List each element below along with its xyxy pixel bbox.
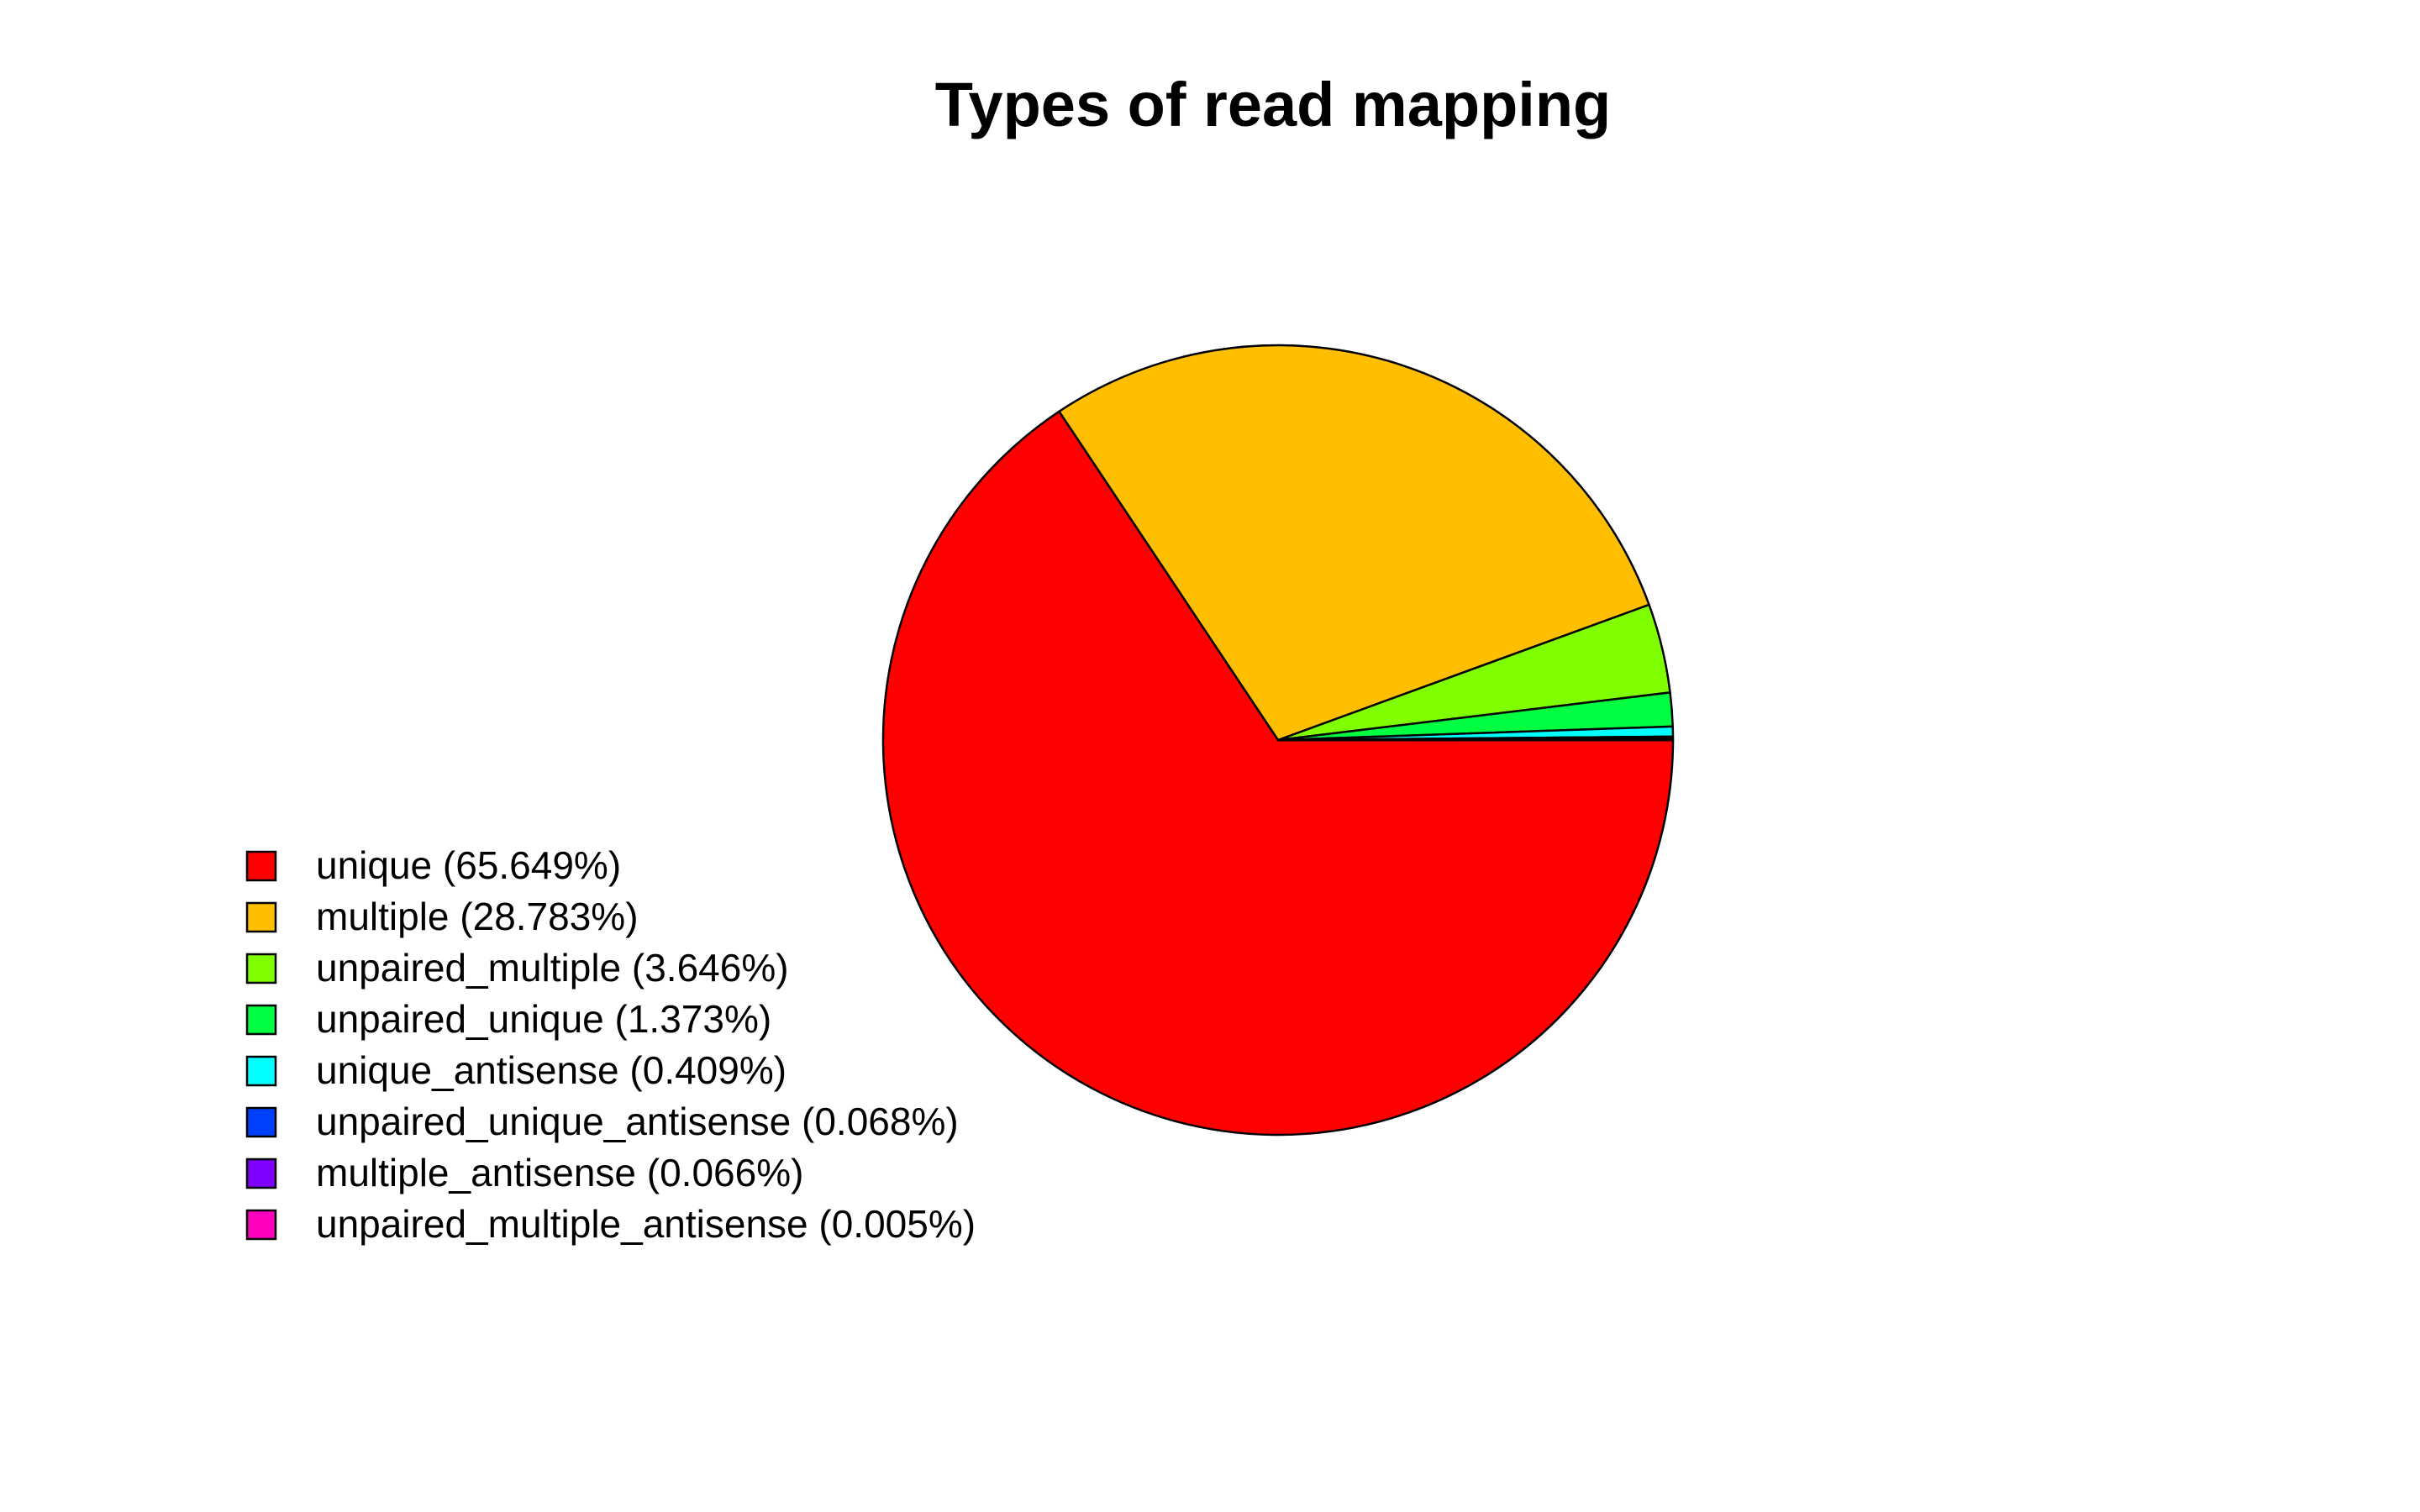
legend-label-unique: unique (65.649%) [316, 843, 621, 887]
pie-slices [881, 344, 1675, 1137]
legend-swatch-unique-antisense [245, 1055, 277, 1087]
legend-swatch-multiple-antisense [245, 1158, 277, 1189]
chart-title: Types of read mapping [935, 70, 1612, 139]
legend-label-unpaired-unique-antisense: unpaired_unique_antisense (0.068%) [316, 1100, 959, 1143]
legend-label-multiple: multiple (28.783%) [316, 895, 639, 938]
legend-swatch-unpaired-multiple-antisense [245, 1209, 277, 1241]
legend-swatch-unpaired-unique [245, 1004, 277, 1036]
legend-label-multiple-antisense: multiple_antisense (0.066%) [316, 1151, 803, 1194]
legend-label-unique-antisense: unique_antisense (0.409%) [316, 1048, 786, 1092]
pie-slice-unique [881, 410, 1675, 1137]
legend-label-unpaired-unique: unpaired_unique (1.373%) [316, 997, 771, 1041]
legend-swatch-multiple [245, 901, 277, 933]
legend-swatch-unique [245, 850, 277, 882]
legend: unique (65.649%) multiple (28.783%) unpair… [245, 843, 976, 1246]
legend-swatch-unpaired-unique-antisense [245, 1106, 277, 1138]
legend-label-unpaired-multiple: unpaired_multiple (3.646%) [316, 946, 789, 990]
legend-swatch-unpaired-multiple [245, 953, 277, 984]
legend-label-unpaired-multiple-antisense: unpaired_multiple_antisense (0.005%) [316, 1202, 976, 1246]
pie-slice-multiple [1058, 344, 1650, 742]
